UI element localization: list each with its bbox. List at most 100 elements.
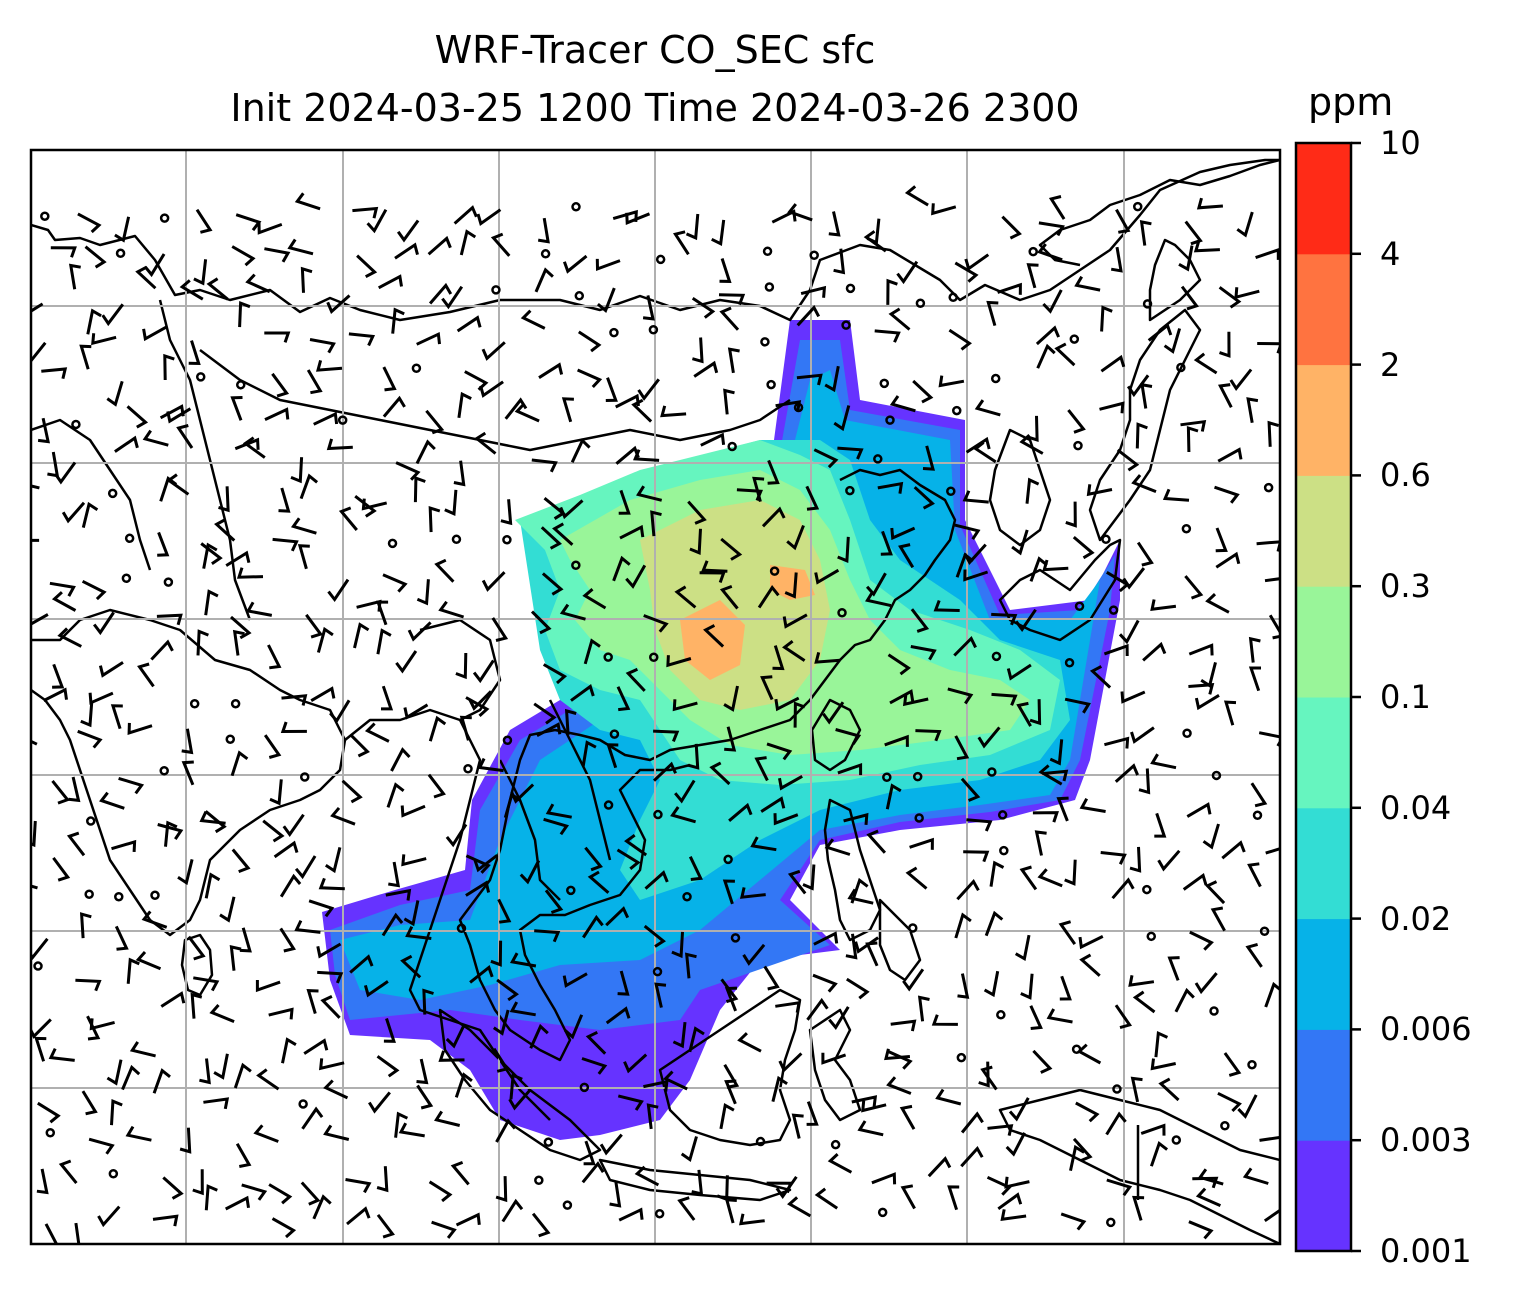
wind-barb bbox=[1036, 343, 1056, 369]
wind-barb bbox=[757, 584, 780, 609]
wind-barb bbox=[157, 823, 184, 840]
wind-barb bbox=[720, 537, 743, 561]
calm-wind-circle bbox=[1101, 534, 1111, 545]
wind-barb bbox=[1256, 540, 1280, 552]
wind-barb bbox=[1186, 802, 1212, 818]
wind-barb bbox=[268, 1007, 294, 1020]
wind-barb bbox=[395, 461, 421, 481]
wind-barb bbox=[581, 1161, 605, 1184]
wind-barb bbox=[905, 866, 928, 890]
wind-barb bbox=[271, 372, 290, 398]
wind-barb bbox=[401, 854, 427, 867]
wind-barb bbox=[806, 1101, 819, 1126]
wind-barb bbox=[1257, 342, 1280, 354]
wind-barb bbox=[1210, 906, 1226, 932]
wind-barb bbox=[582, 588, 607, 610]
wind-barb bbox=[805, 485, 820, 511]
wind-barb bbox=[880, 530, 893, 556]
calm-wind-circle bbox=[952, 405, 962, 416]
wind-barb bbox=[605, 906, 630, 927]
wind-barb bbox=[787, 869, 807, 895]
wind-barb bbox=[106, 380, 124, 407]
wind-barb bbox=[1217, 383, 1233, 408]
wind-barb bbox=[1162, 488, 1190, 502]
colorbar-segment bbox=[1296, 697, 1351, 809]
calm-wind-circle bbox=[999, 845, 1009, 856]
calm-wind-circle bbox=[841, 320, 851, 330]
wind-barb bbox=[1267, 420, 1280, 447]
wind-barb bbox=[814, 568, 840, 585]
wind-barb bbox=[766, 742, 793, 761]
wind-barb bbox=[699, 571, 726, 584]
wind-barb bbox=[1004, 1176, 1030, 1189]
wind-barb bbox=[559, 603, 586, 621]
calm-wind-circle bbox=[912, 771, 923, 782]
wind-barb bbox=[1174, 987, 1195, 1013]
wind-barb bbox=[718, 293, 746, 306]
wind-barb bbox=[833, 405, 851, 432]
wind-barb bbox=[1103, 643, 1129, 657]
wind-barb bbox=[963, 569, 989, 582]
wind-barb bbox=[814, 652, 841, 664]
wind-barb bbox=[545, 803, 572, 819]
wind-barb bbox=[720, 978, 739, 1004]
wind-barb bbox=[680, 1136, 698, 1163]
wind-barb bbox=[1135, 422, 1148, 449]
wind-barb bbox=[490, 232, 511, 257]
wind-barb bbox=[1067, 409, 1086, 434]
wind-barb bbox=[927, 1156, 952, 1178]
colorbar-tick-label: 0.02 bbox=[1380, 899, 1452, 938]
wind-barb bbox=[278, 487, 291, 513]
wind-barb bbox=[190, 992, 203, 1019]
wind-barb bbox=[199, 1058, 211, 1085]
calm-wind-circle bbox=[574, 291, 585, 301]
wind-barb bbox=[473, 854, 499, 873]
wind-barb bbox=[618, 489, 631, 515]
wind-barb bbox=[1037, 868, 1063, 888]
wind-barb bbox=[349, 954, 374, 974]
wind-barb bbox=[761, 506, 786, 528]
wind-barb bbox=[1026, 263, 1039, 289]
wind-barb bbox=[887, 653, 911, 676]
wind-barb bbox=[135, 265, 157, 290]
wind-barb bbox=[760, 675, 774, 701]
calm-wind-circle bbox=[793, 402, 804, 413]
wind-barb bbox=[711, 219, 726, 246]
wind-barb bbox=[570, 438, 591, 463]
wind-barb bbox=[1163, 328, 1182, 354]
wind-barb bbox=[160, 991, 186, 1008]
wind-barb bbox=[866, 829, 887, 854]
wind-barb bbox=[1215, 551, 1241, 569]
wind-barb bbox=[728, 802, 753, 822]
calm-wind-circle bbox=[571, 202, 581, 212]
wind-barb bbox=[625, 212, 651, 225]
wind-barb bbox=[1188, 1220, 1214, 1240]
wind-barb bbox=[376, 628, 392, 655]
wind-barb bbox=[110, 1099, 123, 1126]
calm-wind-circle bbox=[845, 485, 855, 496]
wind-barb bbox=[583, 1140, 596, 1166]
wind-barb bbox=[264, 331, 291, 343]
wind-barb bbox=[501, 1198, 524, 1223]
wind-barb bbox=[1116, 448, 1140, 472]
wind-barb bbox=[300, 266, 313, 293]
wind-barb bbox=[225, 550, 251, 567]
wind-barb bbox=[1229, 368, 1253, 391]
wind-barb bbox=[784, 572, 798, 599]
wind-barb bbox=[476, 208, 502, 227]
wind-barb bbox=[814, 1187, 839, 1210]
wind-barb bbox=[954, 261, 979, 283]
wind-barb bbox=[898, 543, 915, 569]
wind-barb bbox=[465, 854, 491, 874]
calm-wind-circle bbox=[1247, 1059, 1257, 1070]
wind-barb bbox=[723, 388, 735, 415]
wind-barb bbox=[492, 1047, 510, 1073]
wind-barb bbox=[157, 531, 170, 557]
colorbar-segment bbox=[1296, 475, 1351, 587]
wind-barb bbox=[693, 360, 719, 378]
wind-barb bbox=[1115, 208, 1131, 234]
colorbar-tick-label: 0.3 bbox=[1380, 567, 1431, 606]
wind-barb bbox=[966, 818, 993, 832]
wind-barb bbox=[772, 645, 785, 671]
wind-barb bbox=[438, 600, 465, 619]
